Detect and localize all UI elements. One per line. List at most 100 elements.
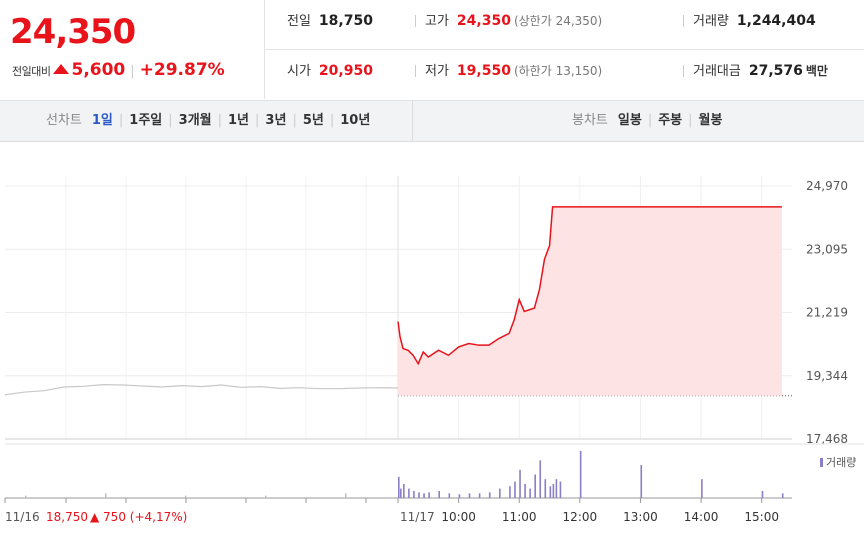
- volume-bar-prev: [185, 495, 187, 498]
- stats-row-1: 전일 18,750 고가 24,350 (상한가 24,350) 거래량 1,244,4…: [265, 0, 864, 50]
- x-tick-label: 10:00: [441, 510, 476, 524]
- tab-separator: |: [217, 113, 223, 128]
- tab-period-6[interactable]: 10년: [340, 113, 371, 128]
- volume-bar-prev: [25, 495, 27, 498]
- volume-bar: [544, 479, 547, 498]
- tab-separator: |: [292, 113, 297, 128]
- tab-period-0[interactable]: 1일: [91, 113, 113, 128]
- stat-high: 고가 24,350 (상한가 24,350): [414, 0, 602, 49]
- tab-period-1[interactable]: 1주일: [129, 113, 163, 128]
- tab-separator: |: [647, 113, 653, 128]
- volume-bar: [403, 483, 405, 498]
- stats-table: 전일 18,750 고가 24,350 (상한가 24,350) 거래량 1,244,4…: [265, 0, 864, 99]
- tab-candle-2[interactable]: 월봉: [698, 113, 723, 128]
- volume-bar: [552, 483, 555, 498]
- tab-separator: |: [688, 113, 693, 128]
- volume-bar: [549, 486, 552, 498]
- volume-bar: [761, 490, 764, 498]
- stat-prev-close: 전일 18,750: [287, 13, 373, 29]
- volume-bar: [559, 481, 562, 498]
- current-price: 24,350: [10, 12, 136, 52]
- candle-chart-tabs: 봉차트 일봉 | 주봉 | 월봉: [572, 101, 722, 141]
- volume-bar: [438, 490, 441, 498]
- line-chart-tabs: 선차트 1일 | 1주일 | 3개월 | 1년 | 3년 | 5년 | 10년: [46, 101, 370, 141]
- prev-date-label: 11/16: [5, 510, 40, 524]
- price-box: 24,350 전일대비 5,600 | +29.87%: [0, 0, 265, 99]
- tab-candle-1[interactable]: 주봉: [658, 113, 683, 128]
- tab-candle-0[interactable]: 일봉: [617, 113, 642, 128]
- y-tick-label: 24,970: [806, 179, 848, 193]
- volume-bar: [514, 481, 516, 498]
- x-tick-label: 12:00: [563, 510, 598, 524]
- volume-bar: [555, 479, 558, 498]
- volume-bar: [400, 488, 402, 498]
- volume-bar-prev: [265, 495, 267, 498]
- price-chart: 24,970 23,095 21,219 19,344 17,468 거래량 11/16 18…: [4, 176, 864, 524]
- prev-close-label: 18,750: [46, 510, 88, 524]
- volume-legend: 거래량: [826, 456, 856, 469]
- x-tick-label: 14:00: [684, 510, 719, 524]
- tab-divider: [412, 101, 413, 141]
- volume-bar: [428, 492, 430, 498]
- today-date-label: 11/17: [400, 510, 435, 524]
- change-amount: 5,600: [71, 60, 126, 80]
- volume-bar: [781, 493, 784, 498]
- volume-bar: [423, 493, 425, 498]
- change-percent: +29.87%: [139, 60, 225, 80]
- stat-low: 저가 19,550 (하한가 13,150): [414, 50, 602, 99]
- volume-bar: [701, 479, 703, 498]
- volume-bar-prev: [345, 493, 347, 498]
- volume-bar: [579, 451, 582, 498]
- y-tick-label: 21,219: [806, 306, 848, 320]
- change-label: 전일대비: [12, 65, 51, 78]
- tab-separator: |: [168, 113, 173, 128]
- volume-bar: [529, 488, 531, 498]
- x-tick-label: 11:00: [502, 510, 537, 524]
- tab-period-4[interactable]: 3년: [265, 113, 287, 128]
- tab-period-5[interactable]: 5년: [302, 113, 324, 128]
- today-price-line: [397, 206, 782, 366]
- volume-bar: [499, 488, 501, 498]
- volume-bar: [509, 486, 511, 498]
- volume-bar: [478, 493, 481, 498]
- volume-bar: [468, 493, 471, 498]
- tab-separator: |: [329, 113, 335, 128]
- volume-bar: [519, 469, 521, 498]
- today-area-fill: [398, 206, 782, 396]
- line-chart-label: 선차트: [46, 113, 82, 128]
- stats-row-2: 시가 20,950 저가 19,550 (하한가 13,150) 거래대금 27,576…: [265, 50, 864, 99]
- volume-bar: [534, 474, 536, 498]
- stat-trade-value: 거래대금 27,576 백만: [683, 50, 828, 99]
- volume-bar: [408, 488, 410, 498]
- volume-bar: [539, 460, 542, 498]
- quote-header: 24,350 전일대비 5,600 | +29.87% 전일 18,750 고가 24,3…: [0, 0, 864, 101]
- y-tick-label: 17,468: [806, 432, 848, 446]
- up-arrow-icon: [53, 64, 70, 74]
- volume-bar: [524, 483, 526, 498]
- volume-bar: [458, 494, 461, 498]
- tab-separator: |: [118, 113, 124, 128]
- candle-chart-label: 봉차트: [572, 113, 608, 128]
- tab-period-3[interactable]: 1년: [228, 113, 250, 128]
- x-tick-label: 13:00: [623, 510, 658, 524]
- tab-separator: |: [255, 113, 260, 128]
- volume-bar: [640, 465, 643, 498]
- volume-legend-swatch: [820, 458, 823, 467]
- volume-bar-prev: [105, 493, 107, 498]
- prev-day-line: [4, 384, 399, 396]
- volume-bar: [418, 492, 420, 498]
- x-tick-label: 15:00: [744, 510, 779, 524]
- chart-tab-bar: 선차트 1일 | 1주일 | 3개월 | 1년 | 3년 | 5년 | 10년 봉차트 일봉 | 주봉 | 월봉: [0, 101, 864, 142]
- separator: |: [130, 64, 135, 79]
- volume-bar: [398, 476, 400, 498]
- volume-bar: [413, 490, 415, 498]
- volume-bar: [488, 492, 491, 498]
- prev-change-label: ▲ 750 (+4,17%): [90, 510, 187, 524]
- volume-bar: [448, 493, 451, 498]
- stat-open: 시가 20,950: [287, 63, 373, 79]
- stat-volume: 거래량 1,244,404: [683, 0, 816, 49]
- y-tick-label: 23,095: [806, 242, 848, 256]
- y-tick-label: 19,344: [806, 369, 848, 383]
- change-line: 전일대비 5,600 | +29.87%: [12, 60, 225, 80]
- tab-period-2[interactable]: 3개월: [178, 113, 212, 128]
